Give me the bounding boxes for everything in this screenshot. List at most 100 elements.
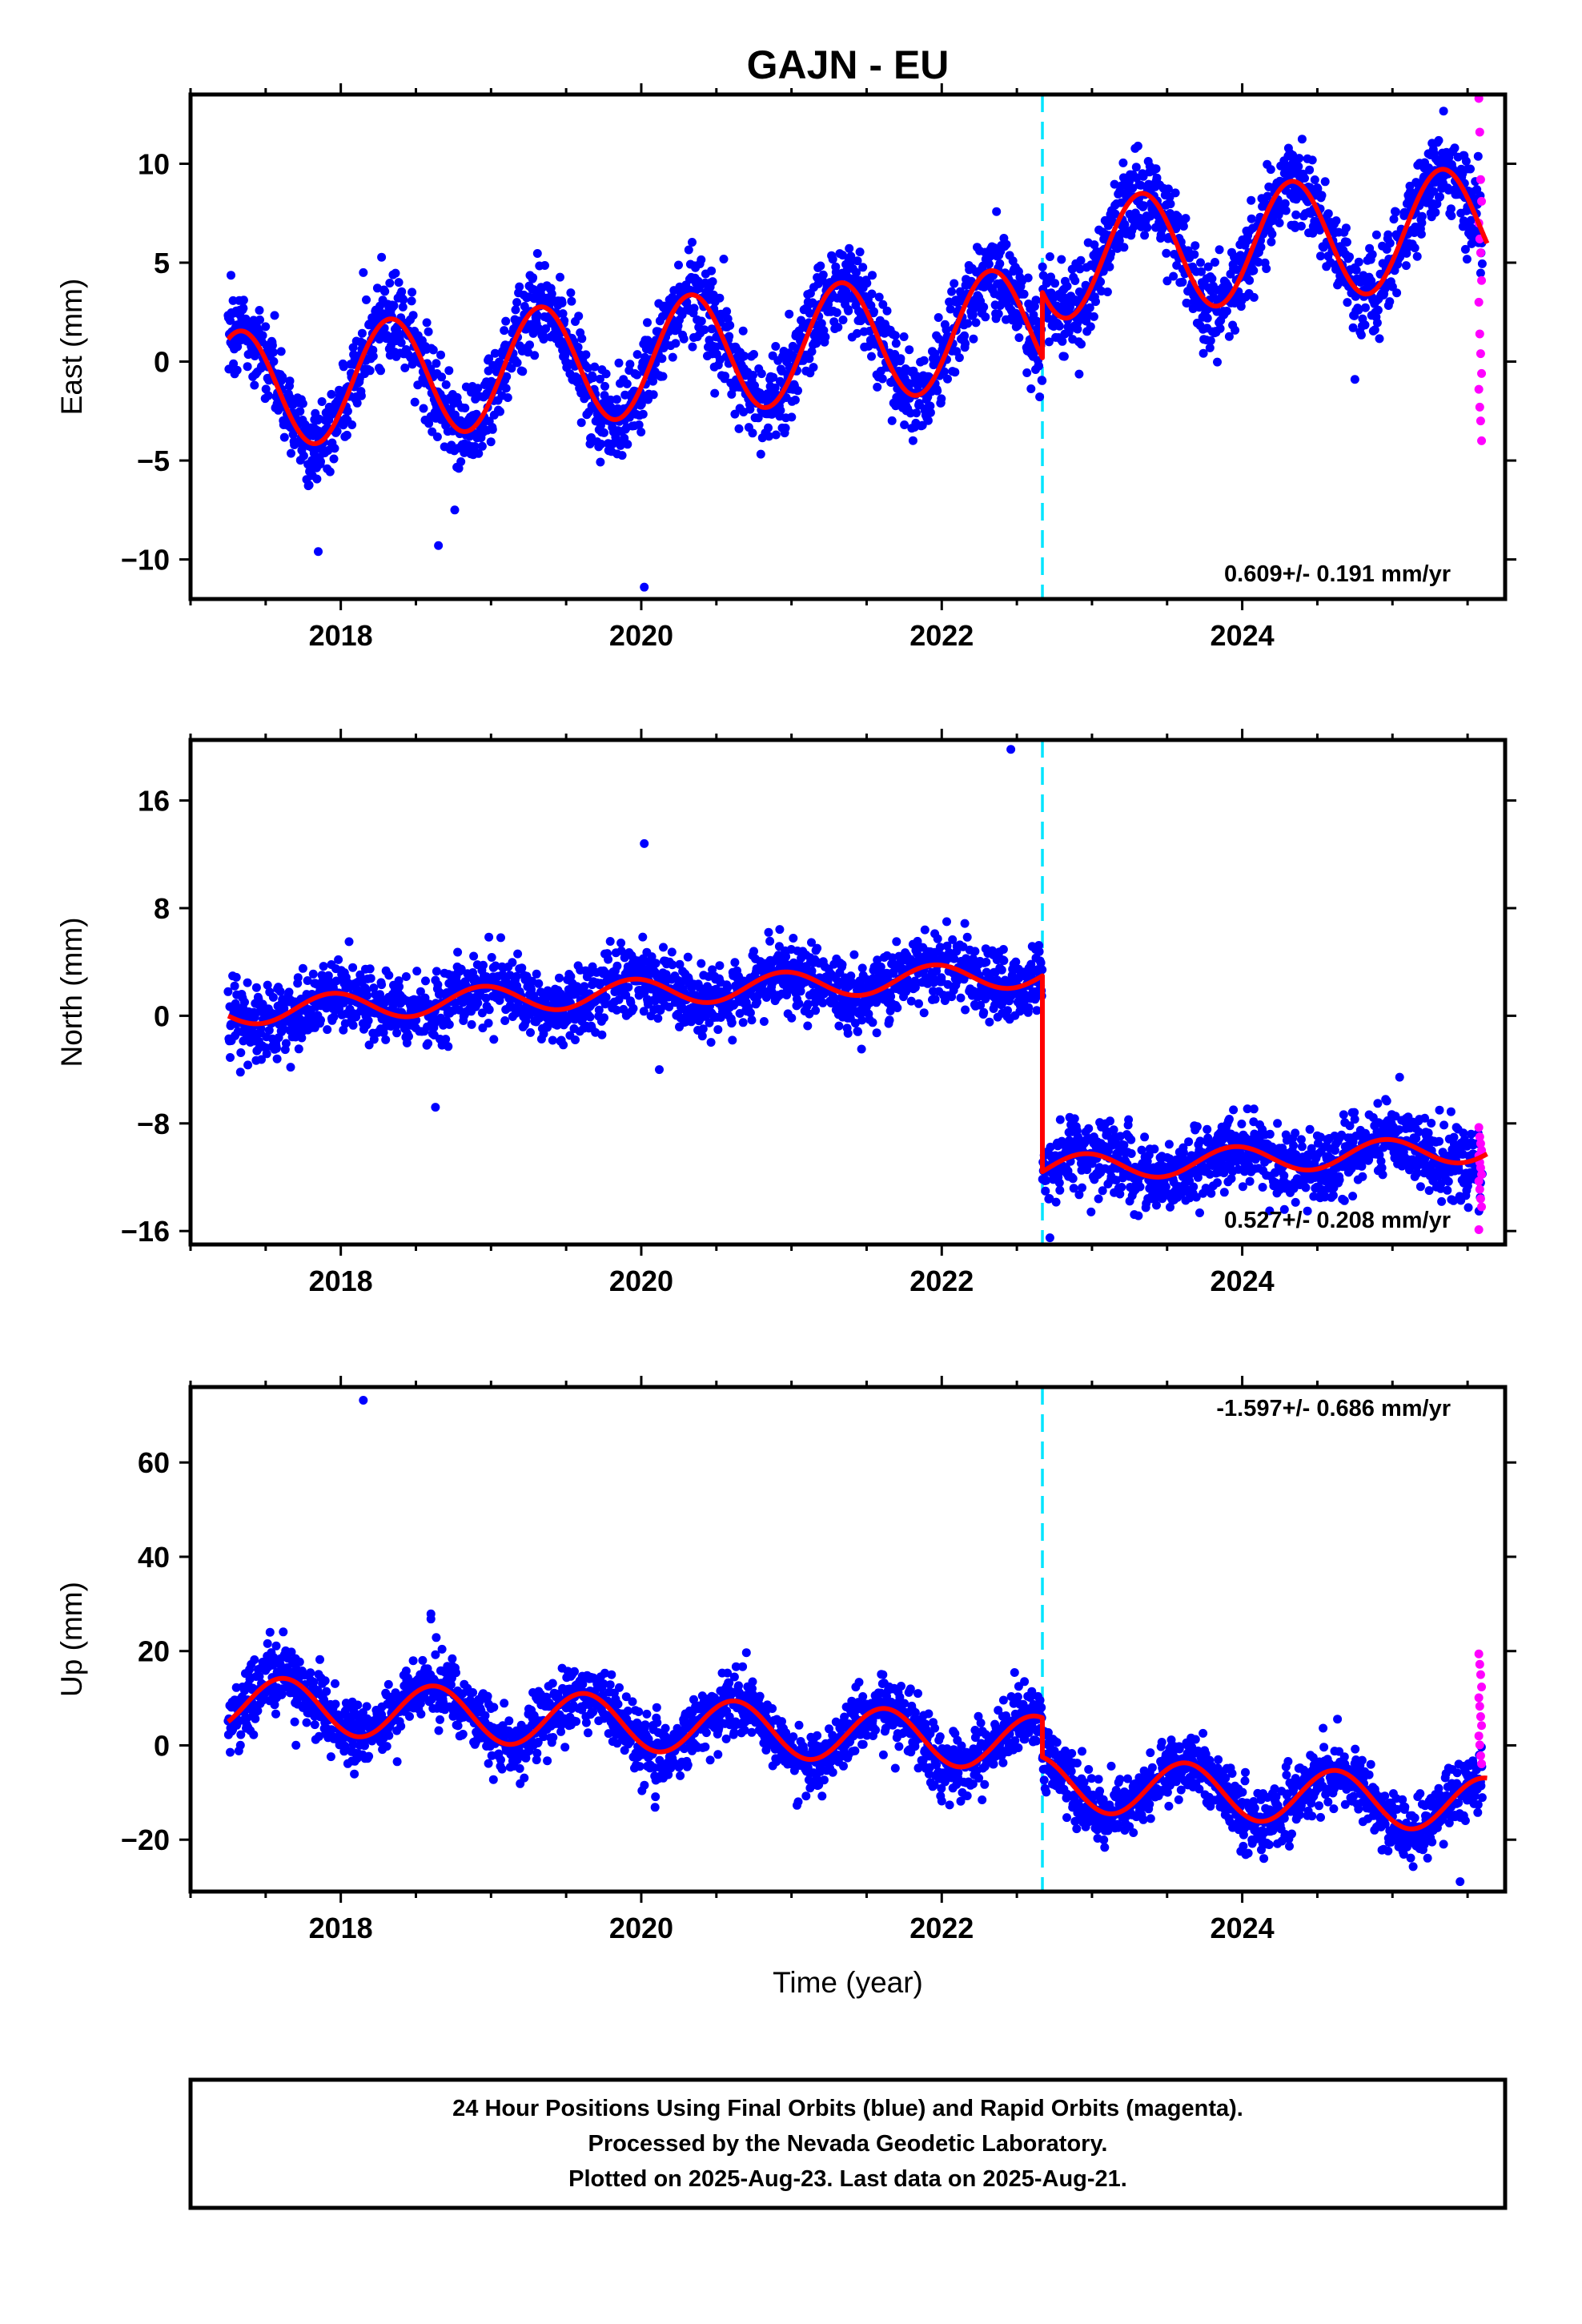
east-final-point	[1467, 215, 1476, 225]
north-final-point	[888, 953, 897, 963]
north-final-point	[997, 965, 1006, 975]
east-final-point	[961, 339, 970, 348]
east-final-point	[532, 249, 542, 258]
east-final-point	[1045, 252, 1054, 261]
north-final-point	[323, 1025, 332, 1035]
east-final-point	[357, 328, 367, 338]
north-final-point	[555, 973, 564, 983]
east-rapid-point	[1476, 248, 1485, 258]
east-final-point	[757, 369, 766, 379]
north-final-point	[286, 1063, 295, 1072]
north-final-point	[351, 1012, 361, 1022]
east-final-point	[790, 396, 800, 404]
east-final-point	[625, 360, 635, 369]
east-final-point	[1320, 177, 1330, 187]
east-final-point	[971, 318, 981, 328]
east-final-point	[808, 298, 817, 308]
north-final-point	[713, 1025, 723, 1035]
east-final-point	[882, 306, 892, 316]
north-final-point	[604, 955, 613, 964]
east-final-point	[908, 436, 917, 445]
north-final-point	[392, 1028, 402, 1038]
north-final-point	[264, 1026, 274, 1035]
north-final-point	[366, 974, 375, 983]
east-final-point	[1022, 368, 1032, 377]
east-final-point	[887, 416, 897, 425]
east-final-point	[1102, 287, 1112, 296]
north-final-point	[444, 1019, 454, 1029]
east-final-point	[853, 328, 861, 338]
north-final-point	[1082, 1165, 1092, 1175]
east-final-point	[454, 464, 464, 473]
north-final-point	[745, 1008, 755, 1018]
east-final-point	[787, 412, 797, 422]
north-final-point	[223, 987, 233, 996]
east-final-point	[740, 352, 749, 361]
east-final-point	[1096, 277, 1106, 287]
north-final-point	[477, 1008, 487, 1018]
north-final-point	[281, 1039, 291, 1048]
north-final-point	[580, 982, 589, 991]
north-final-point	[489, 1035, 499, 1044]
north-final-point	[566, 971, 576, 981]
east-final-point	[749, 371, 757, 380]
east-final-point	[923, 416, 933, 425]
east-rapid-point	[1477, 196, 1487, 206]
east-final-point	[1166, 199, 1175, 209]
east-final-point	[512, 298, 522, 308]
north-final-point	[243, 1060, 253, 1070]
east-rapid-point	[1474, 297, 1484, 307]
north-final-point	[1078, 1183, 1086, 1192]
east-final-point	[877, 374, 887, 384]
east-final-point	[1275, 218, 1284, 227]
east-final-point	[1089, 312, 1098, 321]
east-final-point	[867, 289, 877, 299]
north-final-point	[728, 1035, 737, 1045]
east-final-point	[963, 319, 973, 328]
north-final-point	[1086, 1207, 1096, 1216]
north-final-point	[1041, 1186, 1050, 1196]
north-final-point	[548, 1035, 557, 1045]
north-final-point	[628, 1003, 638, 1013]
north-final-point	[1034, 947, 1044, 956]
east-final-point	[534, 324, 544, 333]
north-final-point	[1030, 995, 1040, 1004]
north-final-point	[834, 1021, 844, 1031]
east-final-point	[812, 339, 821, 348]
east-final-point	[657, 354, 667, 364]
east-final-point	[1345, 252, 1354, 262]
east-final-point	[1074, 369, 1084, 379]
east-final-point	[1412, 251, 1422, 261]
east-final-point	[316, 456, 325, 466]
east-final-point	[1348, 323, 1358, 332]
east-final-point	[1305, 165, 1315, 175]
east-final-point	[595, 374, 604, 384]
north-final-point	[781, 952, 791, 962]
east-final-point	[1169, 271, 1178, 281]
north-final-point	[379, 1028, 388, 1037]
east-final-point	[697, 255, 706, 264]
north-final-point	[837, 960, 847, 969]
east-final-point	[1466, 164, 1475, 174]
east-final-point	[934, 334, 944, 344]
east-final-point	[1460, 244, 1470, 254]
east-x-tick-label: 2024	[1211, 619, 1275, 652]
east-final-point	[697, 316, 706, 326]
east-final-point	[279, 432, 289, 442]
east-final-point	[1222, 307, 1231, 316]
east-final-point	[679, 334, 689, 344]
north-final-point	[484, 932, 494, 942]
east-final-point	[295, 407, 305, 416]
east-final-point	[933, 386, 942, 396]
east-final-point	[1151, 164, 1161, 174]
east-final-point	[852, 267, 861, 277]
east-final-point	[1215, 324, 1225, 333]
east-final-point	[764, 423, 773, 432]
east-final-point	[398, 302, 408, 312]
east-final-point	[1190, 250, 1199, 259]
east-final-point	[1385, 297, 1395, 307]
east-final-point	[270, 311, 279, 320]
east-rapid-point	[1475, 127, 1484, 137]
north-final-point	[659, 943, 668, 952]
